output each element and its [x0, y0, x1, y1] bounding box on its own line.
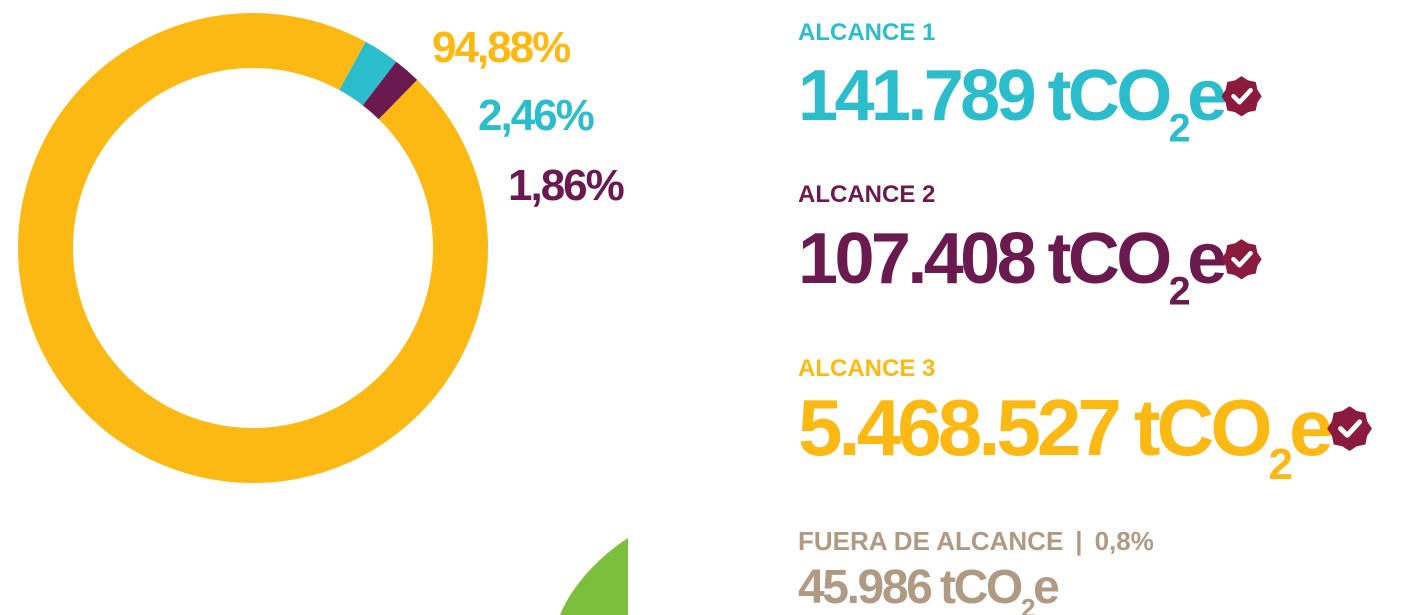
percentage-label: 1,86% — [508, 161, 624, 210]
infographic: 2,46% 1,86% 94,88% ALCANCE 1 141.789tCO2e AL… — [0, 0, 1415, 615]
badge-shape — [1221, 239, 1261, 279]
amount-unit: tCO — [1047, 56, 1169, 136]
amount-value: 107.408 — [798, 219, 1035, 299]
out-of-scope-title: FUERA DE ALCANCE | 0,8% — [798, 526, 1154, 556]
leaf-decoration — [560, 538, 628, 615]
verified-badge — [1327, 406, 1372, 451]
amount-unit-end: e — [1187, 56, 1225, 136]
amount-unit-end: e — [1289, 383, 1331, 472]
verified-badge — [1221, 76, 1261, 116]
out-of-scope-share: 0,8% — [1095, 526, 1154, 556]
scope-title: ALCANCE 1 — [798, 19, 935, 46]
percentage-label: 94,88% — [432, 23, 570, 72]
donut-chart — [18, 13, 488, 483]
amount-value: 141.789 — [798, 56, 1035, 136]
amount-unit: tCO — [1047, 219, 1169, 299]
scope-title: ALCANCE 2 — [798, 181, 935, 208]
verified-badge — [1221, 239, 1261, 279]
out-of-scope-label: FUERA DE ALCANCE — [798, 526, 1063, 556]
badge-shape — [1221, 76, 1261, 116]
amount-value: 45.986 — [798, 561, 931, 614]
scope-title: ALCANCE 3 — [798, 355, 935, 382]
separator: | — [1075, 526, 1082, 556]
amount-unit-end: e — [1033, 561, 1059, 614]
badge-shape — [1327, 406, 1372, 451]
percentage-label: 2,46% — [478, 91, 594, 140]
amount-unit: tCO — [1134, 383, 1269, 472]
amount-unit: tCO — [940, 561, 1022, 614]
amount-value: 5.468.527 — [798, 383, 1118, 472]
amount-unit-end: e — [1187, 219, 1225, 299]
donut-segment — [18, 13, 488, 483]
